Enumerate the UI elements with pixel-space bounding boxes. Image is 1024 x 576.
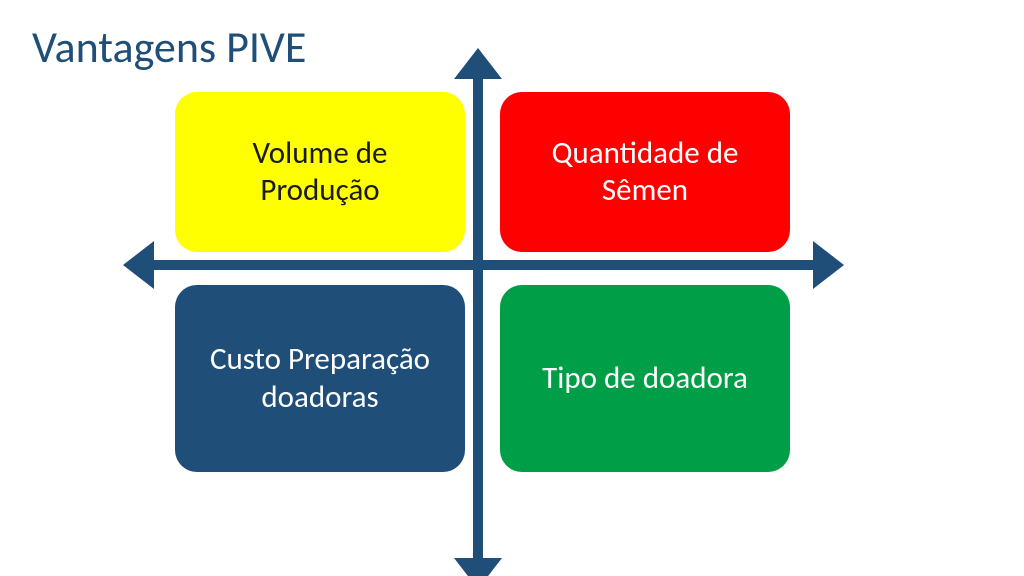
arrow-right-icon xyxy=(813,241,844,289)
arrow-down-icon xyxy=(454,558,502,576)
axis-horizontal xyxy=(145,260,823,270)
quadrant-semen: Quantidade de Sêmen xyxy=(500,92,790,252)
axis-vertical xyxy=(473,70,483,568)
arrow-up-icon xyxy=(454,48,502,79)
quadrant-volume: Volume de Produção xyxy=(175,92,465,252)
quadrant-custo: Custo Preparação doadoras xyxy=(175,285,465,472)
page-title: Vantagens PIVE xyxy=(32,20,306,74)
quadrant-tipo: Tipo de doadora xyxy=(500,285,790,472)
arrow-left-icon xyxy=(123,241,154,289)
